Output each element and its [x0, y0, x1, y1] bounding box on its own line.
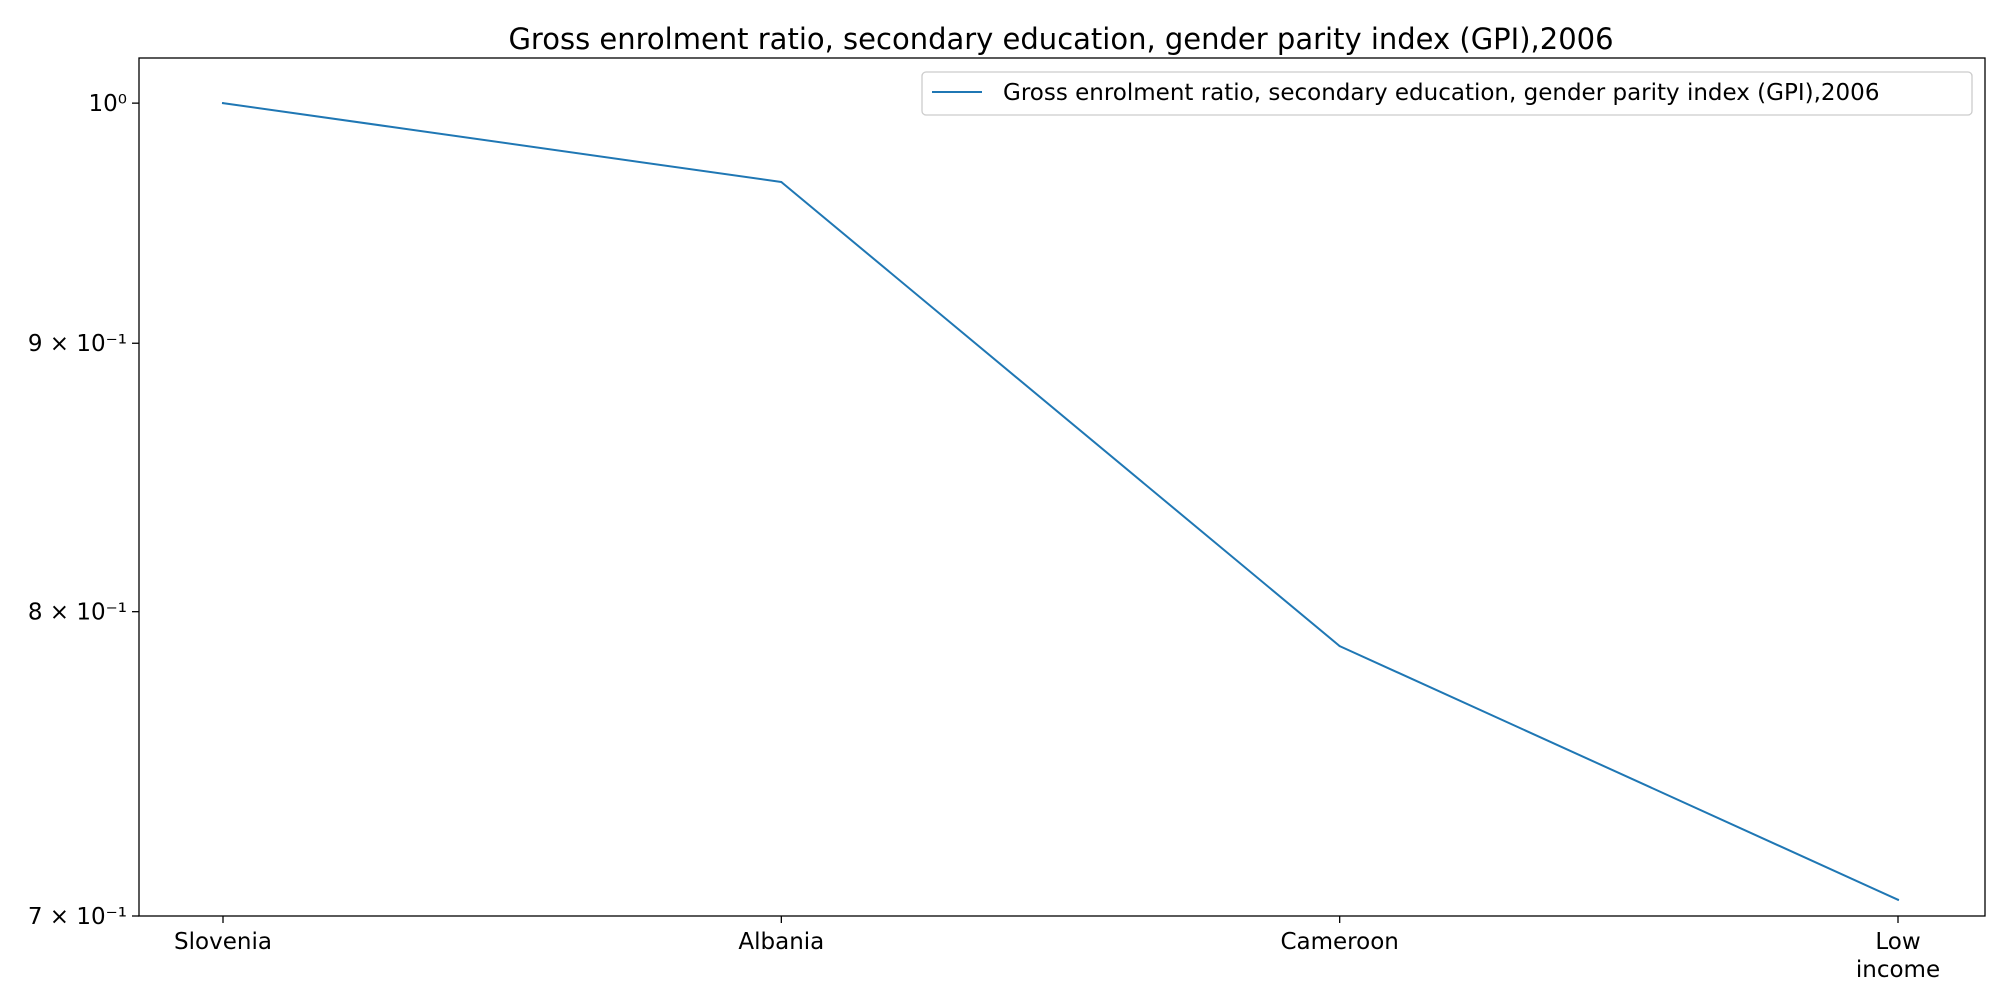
legend-box — [921, 71, 1973, 116]
y-tick-label: 9 × 10⁻¹ — [28, 331, 127, 357]
series-line-0 — [221, 101, 1900, 902]
data-point — [1338, 645, 1341, 648]
plot-area — [138, 57, 1986, 917]
series-layer — [221, 101, 1900, 902]
x-tick-label: Low income — [1856, 929, 1940, 983]
y-tick-label: 10⁰ — [89, 91, 128, 117]
x-tick-label: Slovenia — [174, 929, 272, 955]
data-point — [780, 180, 783, 183]
y-axis: 10⁰ 9 × 10⁻¹ 8 × 10⁻¹ 7 × 10⁻¹ — [28, 91, 139, 930]
data-point — [1897, 898, 1899, 901]
legend-label: Gross enrolment ratio, secondary educati… — [1003, 80, 1879, 106]
x-tick-label: Albania — [738, 929, 824, 955]
x-tick-label: Cameroon — [1280, 929, 1398, 955]
legend: Gross enrolment ratio, secondary educati… — [921, 71, 1973, 116]
chart-title: Gross enrolment ratio, secondary educati… — [508, 22, 1613, 56]
data-point — [222, 102, 224, 105]
y-tick-label: 7 × 10⁻¹ — [28, 904, 127, 930]
y-tick-label: 8 × 10⁻¹ — [28, 600, 127, 626]
x-axis: Slovenia Albania Cameroon Low income — [174, 916, 1940, 983]
